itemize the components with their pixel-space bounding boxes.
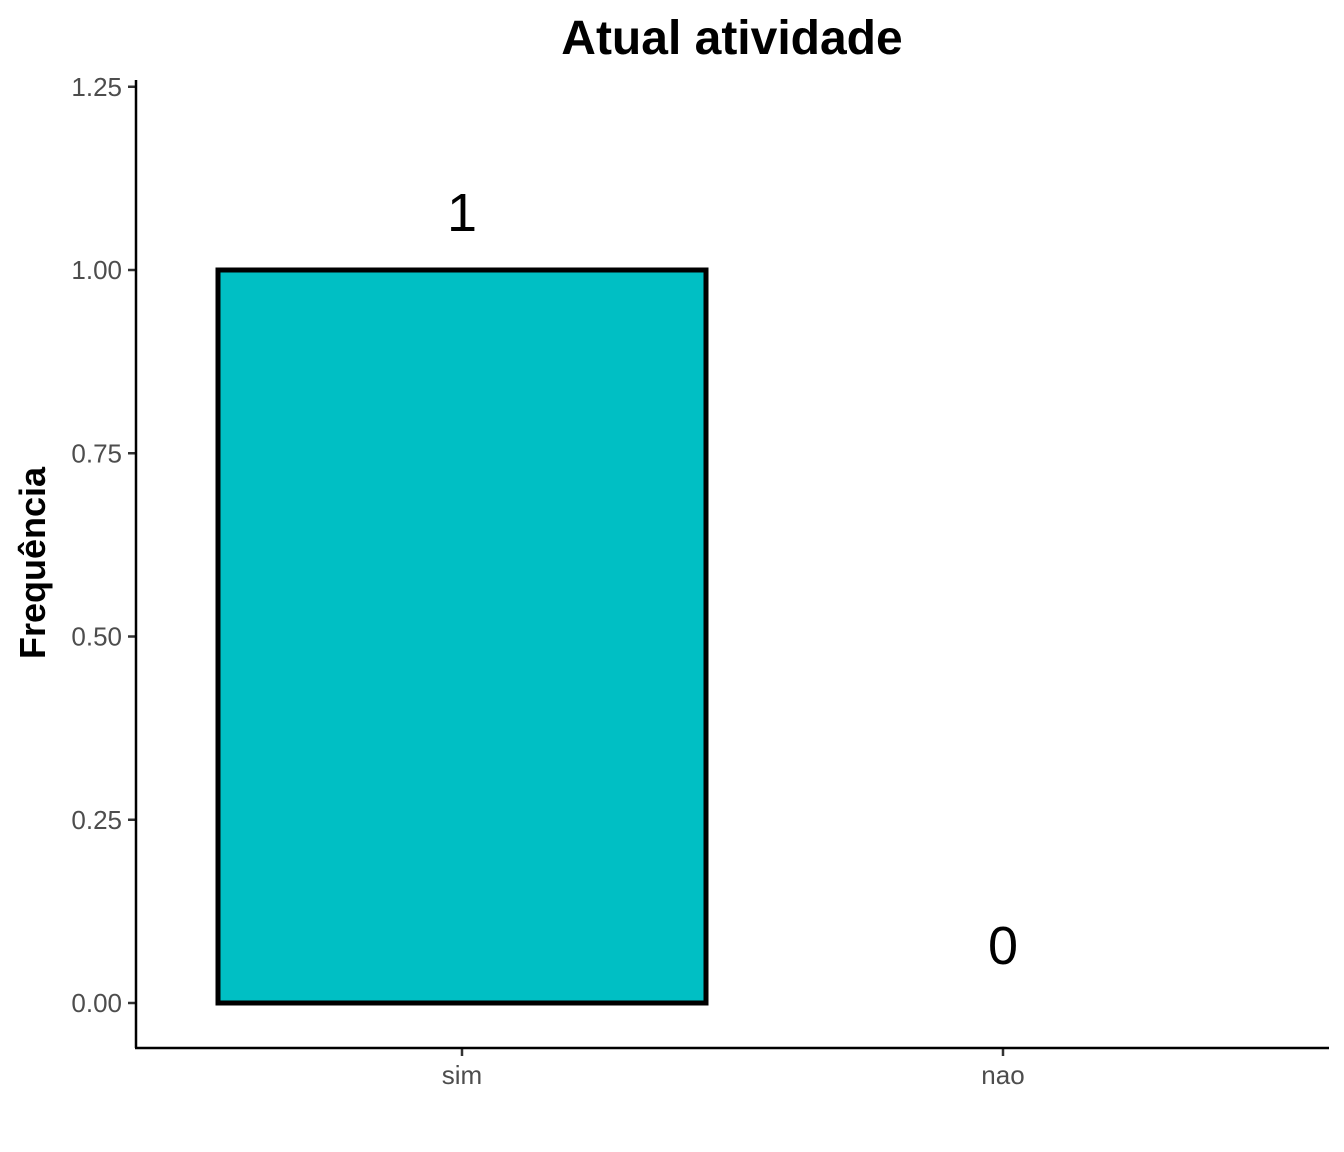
y-tick-label: 0.00 [71, 988, 122, 1018]
y-tick-label: 0.25 [71, 805, 122, 835]
x-tick-label: nao [981, 1060, 1024, 1090]
y-tick-label: 1.25 [71, 72, 122, 102]
bars-group [215, 267, 709, 1006]
data-label-sim: 1 [447, 183, 477, 243]
x-axis-ticks: sim nao [442, 1048, 1025, 1090]
y-tick-label: 1.00 [71, 255, 122, 285]
x-tick-label: sim [442, 1060, 482, 1090]
y-tick-label: 0.50 [71, 622, 122, 652]
y-axis-label: Frequência [12, 466, 53, 659]
bar-sim [215, 267, 709, 1006]
y-axis-ticks: 0.00 0.25 0.50 0.75 1.00 1.25 [71, 72, 136, 1018]
chart-title: Atual atividade [561, 12, 902, 65]
data-label-nao: 0 [988, 916, 1018, 976]
y-tick-label: 0.75 [71, 438, 122, 468]
data-labels-group: 10 [447, 183, 1018, 976]
